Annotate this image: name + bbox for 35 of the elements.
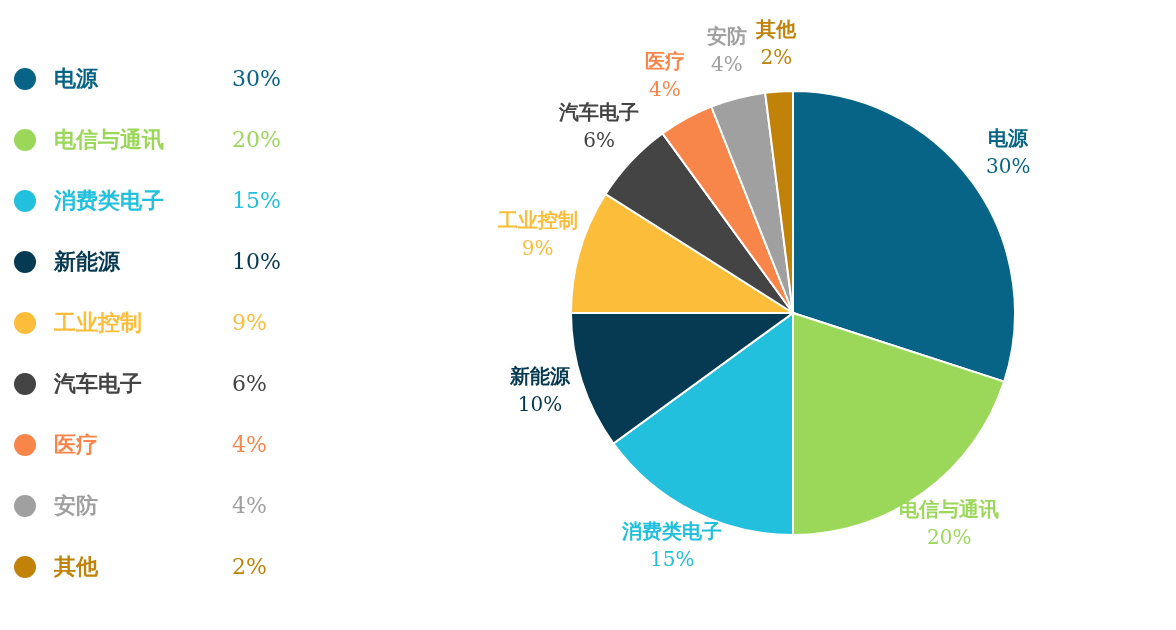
legend-label: 消费类电子 [54, 185, 165, 215]
text: 4% [232, 493, 267, 518]
slice-label: 新能源 [509, 364, 572, 389]
data-label: 6% [583, 127, 615, 152]
data-label: 4% [648, 76, 681, 101]
text: 9% [232, 310, 267, 335]
text: 2% [232, 554, 267, 579]
slice-label: 工业控制 [496, 207, 578, 232]
legend-label: 医疗 [54, 429, 99, 459]
slice-label: 医疗 [644, 48, 685, 73]
data-label: 20% [927, 525, 972, 550]
text: 4% [232, 432, 267, 457]
slice-label: 其他 [755, 16, 798, 41]
legend-label: 其他 [54, 551, 99, 581]
data-label: 4% [710, 52, 743, 77]
data-label: 10% [517, 392, 563, 417]
legend-label: 新能源 [54, 246, 121, 276]
legend-label: 汽车电子 [54, 368, 143, 398]
legend-label: 电信与通讯 [54, 124, 165, 154]
text: 30% [232, 66, 281, 91]
data-label: 30% [985, 153, 1031, 178]
slice-label: 电源 [988, 125, 1030, 150]
text: 10% [232, 249, 281, 274]
slice-label: 汽车电子 [558, 99, 640, 124]
legend-label: 工业控制 [54, 307, 143, 337]
legend-label: 电源 [54, 63, 99, 93]
slice-label: 消费类电子 [621, 519, 723, 544]
slice-label: 安防 [706, 24, 747, 49]
text: 20% [232, 127, 281, 152]
data-label: 9% [521, 235, 554, 260]
data-label: 2% [760, 44, 793, 69]
text: 15% [232, 188, 281, 213]
text: 6% [232, 371, 267, 396]
legend-label: 安防 [54, 490, 99, 520]
data-label: 15% [650, 547, 695, 572]
